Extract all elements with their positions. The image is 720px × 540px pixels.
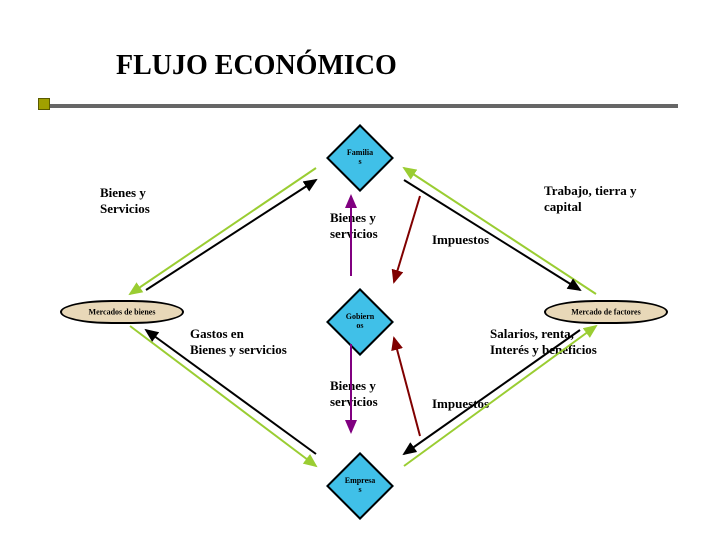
label-salarios: Salarios, renta, Interés y beneficios: [490, 326, 597, 357]
label-impuestos-bot: Impuestos: [432, 396, 489, 412]
diamond-label-familias: Familia s: [347, 149, 373, 167]
node-empresas: Empresa s: [336, 462, 384, 510]
arrow-inner-tl: [146, 180, 316, 290]
node-familias: Familia s: [336, 134, 384, 182]
label-gastos: Gastos en Bienes y servicios: [190, 326, 287, 357]
label-bienes-servicios-topleft: Bienes y Servicios: [100, 185, 150, 216]
label-impuestos-top: Impuestos: [432, 232, 489, 248]
cylinder-label-bienes: Mercados de bienes: [89, 308, 156, 317]
node-mercado-bienes: Mercados de bienes: [60, 300, 184, 324]
arrow-familias-to-mercado-bienes: [130, 168, 316, 294]
arrow-empresas-impuestos: [394, 338, 420, 436]
diamond-label-gobierno: Gobiern os: [346, 313, 374, 331]
title-underline: [42, 104, 678, 108]
corner-marker: [38, 98, 50, 110]
label-bienes-servicios-midbot: Bienes y servicios: [330, 378, 378, 409]
cylinder-label-factores: Mercado de factores: [571, 308, 640, 317]
label-trabajo-tierra-capital: Trabajo, tierra y capital: [544, 183, 637, 214]
node-gobierno: Gobiern os: [336, 298, 384, 346]
node-mercado-factores: Mercado de factores: [544, 300, 668, 324]
label-bienes-servicios-midtop: Bienes y servicios: [330, 210, 378, 241]
page-title: FLUJO ECONÓMICO: [116, 50, 397, 82]
arrow-familias-impuestos: [394, 196, 420, 282]
diamond-label-empresas: Empresa s: [345, 477, 376, 495]
